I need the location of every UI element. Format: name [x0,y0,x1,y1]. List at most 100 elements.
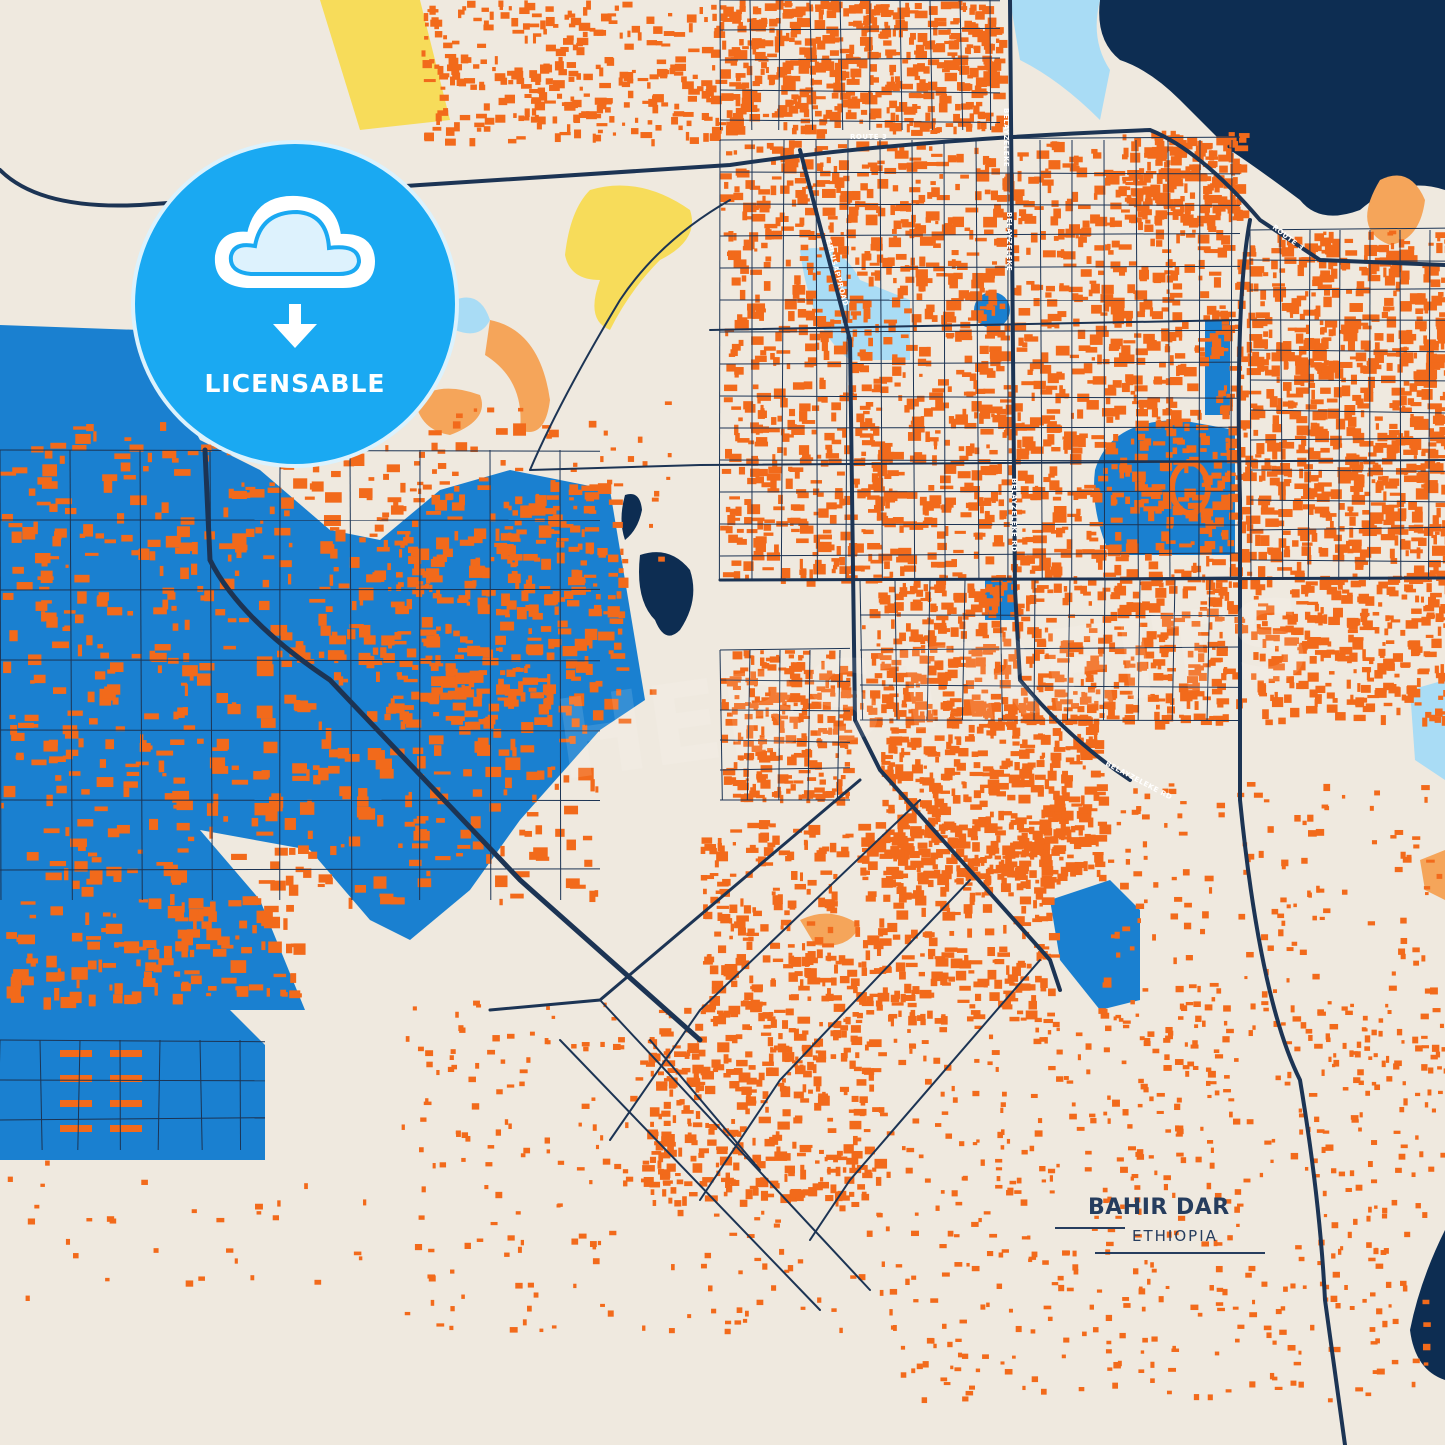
building [956,369,965,375]
building [907,404,915,410]
building [1002,721,1015,725]
building [1168,401,1178,408]
building [1044,836,1057,844]
building [701,1070,715,1080]
building [857,271,868,276]
building [1027,369,1033,375]
building [1173,198,1184,208]
building [1358,527,1366,534]
building [874,270,881,281]
building [807,996,812,1001]
building [940,975,948,986]
building [1245,515,1261,524]
building [1309,505,1314,515]
building [1230,163,1242,174]
building [927,552,937,560]
building [681,1110,694,1114]
building [1192,229,1196,233]
building [1205,156,1219,160]
building [906,203,912,212]
building [1428,242,1434,246]
building [771,147,783,154]
building [969,113,974,122]
building [859,36,873,46]
building [968,703,975,709]
building [882,452,893,459]
building [1209,333,1219,341]
building [1349,527,1354,538]
building [765,657,775,662]
building [1034,176,1044,183]
building [1425,480,1438,492]
building [766,1067,779,1077]
building [826,670,833,675]
building [640,1060,649,1065]
building [848,206,859,216]
building [773,903,783,911]
building [873,5,882,11]
building [818,897,826,908]
building [968,866,979,872]
building [743,752,755,759]
building [989,770,999,780]
building [1407,398,1415,405]
building [1167,667,1176,672]
building [981,314,987,321]
building [1017,152,1029,157]
building [786,180,794,186]
building [709,873,719,877]
building [984,510,990,522]
building [830,1184,837,1194]
building [751,41,759,50]
building [1140,302,1153,310]
building [818,1181,830,1189]
building [1012,841,1023,850]
building [1155,587,1167,598]
building [1141,641,1154,648]
building [978,703,990,708]
building [1386,352,1401,357]
building [769,1180,779,1189]
building [1114,405,1127,415]
building [1215,718,1224,726]
building [1432,515,1439,526]
building [1185,166,1191,177]
building [936,272,947,277]
building [951,250,959,256]
building [1213,715,1226,720]
building [780,925,784,930]
building [1001,697,1009,705]
building [975,710,985,716]
building [860,867,867,876]
building [1413,352,1418,359]
building [935,900,947,907]
building [1443,370,1445,376]
building [784,298,797,310]
building [920,953,925,957]
building [642,1160,650,1165]
building [862,876,869,881]
building [737,314,743,321]
building [1421,451,1426,457]
building [861,384,872,392]
building [1212,177,1224,184]
building [1352,432,1365,444]
building [661,1131,672,1138]
building [1019,749,1030,759]
building [751,745,763,752]
building [1409,438,1419,449]
building [1294,483,1309,490]
building [983,112,994,117]
building [1148,603,1161,613]
building [1430,431,1445,442]
building [743,905,752,914]
building [794,275,801,285]
building [983,388,995,394]
building [833,1003,846,1012]
building [802,454,811,462]
building [958,747,969,757]
building [1153,339,1157,345]
building [812,1055,818,1061]
building [1026,815,1033,820]
building [911,214,916,223]
